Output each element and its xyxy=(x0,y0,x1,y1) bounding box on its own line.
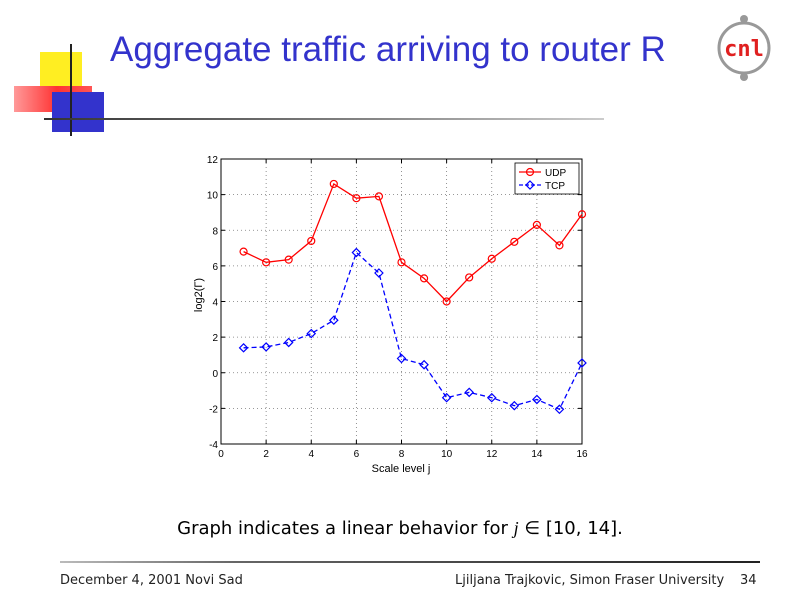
y-tick-label: 0 xyxy=(212,369,218,380)
x-tick-label: 12 xyxy=(486,449,498,460)
data-point-udp xyxy=(239,247,248,256)
data-point-udp xyxy=(329,179,338,189)
y-axis-label: log2(Γ) xyxy=(193,278,205,312)
data-point-udp xyxy=(419,274,429,283)
y-tick-label: 10 xyxy=(207,191,219,202)
data-point-udp xyxy=(487,254,496,263)
x-tick-label: 2 xyxy=(263,449,269,460)
series-line-udp xyxy=(243,182,583,303)
data-point-tcp xyxy=(306,328,317,339)
data-point-tcp xyxy=(509,400,520,411)
x-tick-label: 16 xyxy=(576,449,588,460)
data-point-udp xyxy=(374,192,384,201)
x-tick-label: 4 xyxy=(308,449,314,460)
data-point-tcp xyxy=(396,353,407,364)
data-point-tcp xyxy=(486,392,497,403)
data-point-udp xyxy=(352,194,361,203)
footer-author: Ljiljana Trajkovic, Simon Fraser Univers… xyxy=(455,573,725,588)
series-tcp xyxy=(238,247,587,415)
data-point-udp xyxy=(284,255,293,264)
caption-symbol: ∈ xyxy=(524,518,541,539)
data-point-udp xyxy=(555,241,564,250)
title-underline xyxy=(44,118,604,120)
caption-text: Graph indicates a linear behavior for xyxy=(177,518,508,539)
page-number: 34 xyxy=(740,573,757,588)
data-point-tcp xyxy=(283,337,294,348)
data-point-tcp xyxy=(351,247,362,258)
axis-ticks: 0 2 4 6 8 10 12 14 16 -4 -2 0 2 4 6 8 10 12 xyxy=(207,155,588,460)
y-tick-label: 6 xyxy=(212,262,218,273)
data-point-tcp xyxy=(441,392,452,403)
data-point-udp xyxy=(465,273,474,282)
caption-variable: j xyxy=(513,518,519,538)
legend-label: TCP xyxy=(545,181,565,192)
x-tick-label: 6 xyxy=(354,449,360,460)
data-point-tcp xyxy=(419,359,429,370)
y-tick-label: 4 xyxy=(212,298,218,309)
x-tick-label: 8 xyxy=(399,449,405,460)
legend-box xyxy=(514,162,580,195)
y-tick-label: -4 xyxy=(209,440,218,451)
data-point-udp xyxy=(307,236,316,246)
legend-marker xyxy=(525,180,535,190)
footer-divider xyxy=(60,561,760,563)
cnl-logo-icon: cnl xyxy=(717,15,771,81)
data-point-tcp xyxy=(238,342,249,353)
y-tick-label: 2 xyxy=(212,333,218,344)
grid xyxy=(221,159,582,444)
data-point-udp xyxy=(577,210,587,219)
series xyxy=(238,179,587,415)
series-line-tcp xyxy=(243,251,583,411)
slide-caption: Graph indicates a linear behavior for j … xyxy=(0,518,800,539)
legend-marker xyxy=(525,167,535,177)
data-point-tcp xyxy=(328,315,339,326)
data-point-tcp xyxy=(374,268,384,278)
x-tick-label: 0 xyxy=(218,449,224,460)
legend-item-udp: UDP xyxy=(519,167,566,179)
x-tick-label: 14 xyxy=(531,449,543,460)
x-axis-label: Scale level j xyxy=(372,463,431,475)
data-point-udp xyxy=(510,237,519,246)
logo-text: cnl xyxy=(724,37,764,62)
series-udp xyxy=(239,179,587,306)
x-tick-label: 10 xyxy=(441,449,453,460)
decor-blue-square xyxy=(52,92,104,132)
data-point-tcp xyxy=(464,387,475,398)
legend-item-tcp: TCP xyxy=(519,180,565,192)
y-tick-label: 8 xyxy=(212,226,218,237)
data-point-udp xyxy=(442,297,451,306)
data-point-tcp xyxy=(577,358,587,368)
y-tick-label: -2 xyxy=(209,404,218,415)
data-point-udp xyxy=(532,220,541,230)
data-point-tcp xyxy=(554,404,565,415)
data-point-tcp xyxy=(532,394,542,405)
data-point-udp xyxy=(397,258,406,267)
footer-date: December 4, 2001 Novi Sad xyxy=(60,573,243,588)
decor-vertical-line xyxy=(70,44,72,136)
legend: UDP TCP xyxy=(514,162,580,195)
legend-label: UDP xyxy=(545,168,566,179)
y-tick-label: 12 xyxy=(207,155,219,166)
logo-ring xyxy=(717,15,771,81)
caption-range: [10, 14]. xyxy=(545,518,623,539)
data-point-tcp xyxy=(261,342,271,352)
slide-title: Aggregate traffic arriving to router R xyxy=(110,30,666,69)
data-point-udp xyxy=(262,258,271,267)
line-chart: 0 2 4 6 8 10 12 14 16 -4 -2 0 2 4 6 8 10 12 UDP TCP Scale … xyxy=(193,155,588,475)
